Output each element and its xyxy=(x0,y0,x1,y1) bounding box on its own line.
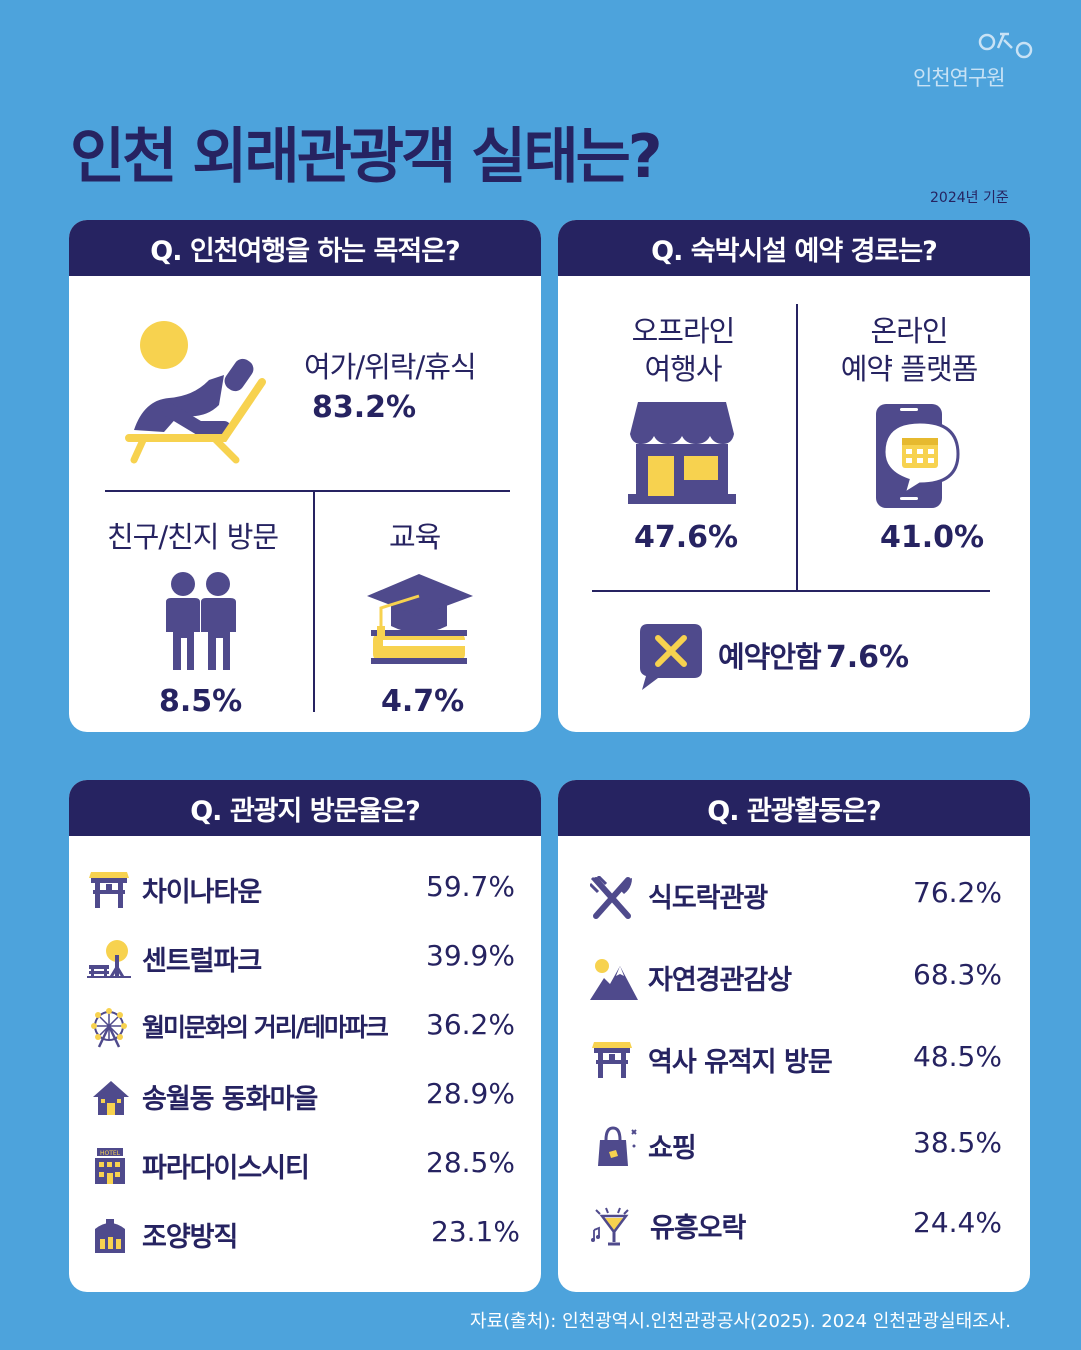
purpose-education-value: 4.7% xyxy=(381,684,465,719)
gate-icon xyxy=(89,872,129,908)
store-icon xyxy=(628,402,736,504)
attraction-name: 조양방직 xyxy=(142,1222,238,1253)
activity-value: 76.2% xyxy=(913,876,1002,909)
people-icon xyxy=(166,572,236,670)
list-item: 송월동 동화마을 28.9% xyxy=(69,1073,541,1123)
panel-booking: Q. 숙박시설 예약 경로는? 오프라인 여행사 47.6% 온라인 예약 플랫… xyxy=(558,220,1030,732)
attraction-value: 59.7% xyxy=(426,870,515,903)
activity-name: 역사 유적지 방문 xyxy=(648,1047,833,1078)
purpose-education-label: 교육 xyxy=(389,520,441,554)
attraction-name: 파라다이스시티 xyxy=(142,1153,310,1184)
cocktail-icon xyxy=(591,1207,629,1246)
list-item: 차이나타운 59.7% xyxy=(69,866,541,916)
svg-text:HOTEL: HOTEL xyxy=(100,1150,121,1157)
attraction-value: 36.2% xyxy=(426,1008,515,1041)
hotel-icon: HOTEL xyxy=(95,1148,125,1184)
park-icon xyxy=(87,940,131,978)
panel-booking-header: Q. 숙박시설 예약 경로는? xyxy=(558,220,1030,276)
booking-online-value: 41.0% xyxy=(880,520,985,555)
x-bubble-icon xyxy=(640,624,702,690)
panel-activities: Q. 관광활동은? 식도락관광 76.2% 자연경관감상 68.3% 역사 유적… xyxy=(558,780,1030,1292)
factory-icon xyxy=(95,1219,125,1253)
beach-lounger-icon xyxy=(125,321,266,464)
list-item: HOTEL 파라다이스시티 28.5% xyxy=(69,1142,541,1192)
divider xyxy=(796,304,798,590)
fork-knife-icon xyxy=(590,876,632,919)
booking-none: 예약안함 7.6% xyxy=(718,634,909,676)
list-item: 자연경관감상 68.3% xyxy=(558,954,1030,1004)
purpose-leisure-label: 여가/위락/휴식 xyxy=(304,350,477,384)
booking-offline-value: 47.6% xyxy=(634,520,739,555)
purpose-leisure-value: 83.2% xyxy=(312,390,417,425)
attraction-value: 23.1% xyxy=(431,1215,520,1248)
logo-icon xyxy=(978,32,1033,59)
booking-offline-label: 오프라인 여행사 xyxy=(588,312,778,388)
panel-purpose: Q. 인천여행을 하는 목적은? 여가/위락/휴식 83.2% 친구/친지 방문… xyxy=(69,220,541,732)
booking-offline-label-line2: 여행사 xyxy=(644,352,722,386)
activity-name: 유흥오락 xyxy=(650,1213,746,1244)
booking-online-label: 온라인 예약 플랫폼 xyxy=(814,312,1004,388)
attraction-value: 39.9% xyxy=(426,939,515,972)
list-item: 유흥오락 24.4% xyxy=(558,1202,1030,1252)
list-item: 월미문화의 거리/테마파크 36.2% xyxy=(69,1004,541,1054)
booking-online-label-line2: 예약 플랫폼 xyxy=(840,352,979,386)
panel-purpose-header: Q. 인천여행을 하는 목적은? xyxy=(69,220,541,276)
attraction-value: 28.9% xyxy=(426,1077,515,1110)
panel-activities-header: Q. 관광활동은? xyxy=(558,780,1030,836)
activity-name: 쇼핑 xyxy=(648,1133,697,1164)
list-item: 식도락관광 76.2% xyxy=(558,872,1030,922)
activity-value: 68.3% xyxy=(913,958,1002,991)
basis-note: 2024년 기준 xyxy=(930,190,1009,206)
activity-value: 48.5% xyxy=(913,1040,1002,1073)
page-title: 인천 외래관광객 실태는? xyxy=(70,122,663,192)
booking-offline-label-line1: 오프라인 xyxy=(631,314,736,348)
phone-calendar-icon xyxy=(876,404,960,508)
divider xyxy=(313,490,315,712)
mountain-icon xyxy=(590,959,638,1000)
attraction-name: 송월동 동화마을 xyxy=(142,1084,318,1115)
ferris-wheel-icon xyxy=(91,1008,127,1048)
gate-icon xyxy=(592,1042,632,1078)
activity-name: 자연경관감상 xyxy=(648,965,792,996)
panel-attractions-header: Q. 관광지 방문율은? xyxy=(69,780,541,836)
shopping-bag-icon xyxy=(598,1126,637,1166)
booking-online-label-line1: 온라인 xyxy=(870,314,948,348)
divider xyxy=(105,490,510,492)
list-item: 쇼핑 38.5% xyxy=(558,1122,1030,1172)
attraction-name: 센트럴파크 xyxy=(142,946,262,977)
panel-attractions: Q. 관광지 방문율은? 차이나타운 59.7% 센트럴파크 39.9% xyxy=(69,780,541,1292)
purpose-visit-label: 친구/친지 방문 xyxy=(107,520,279,554)
activity-name: 식도락관광 xyxy=(648,883,768,914)
brand-name: 인천연구원 xyxy=(913,66,1006,90)
source-note: 자료(출처): 인천광역시.인천관광공사(2025). 2024 인천관광실태조… xyxy=(470,1311,1011,1332)
graduation-cap-icon xyxy=(367,574,473,664)
list-item: 조양방직 23.1% xyxy=(69,1211,541,1261)
attraction-name: 월미문화의 거리/테마파크 xyxy=(142,1013,389,1042)
activity-value: 38.5% xyxy=(913,1126,1002,1159)
activity-value: 24.4% xyxy=(913,1206,1002,1239)
booking-none-label: 예약안함 xyxy=(718,640,822,674)
house-icon xyxy=(93,1081,129,1115)
booking-none-value: 7.6% xyxy=(825,640,910,675)
purpose-visit-value: 8.5% xyxy=(159,684,243,719)
attraction-value: 28.5% xyxy=(426,1146,515,1179)
attraction-name: 차이나타운 xyxy=(142,877,262,908)
list-item: 센트럴파크 39.9% xyxy=(69,935,541,985)
list-item: 역사 유적지 방문 48.5% xyxy=(558,1036,1030,1086)
divider xyxy=(592,590,990,592)
